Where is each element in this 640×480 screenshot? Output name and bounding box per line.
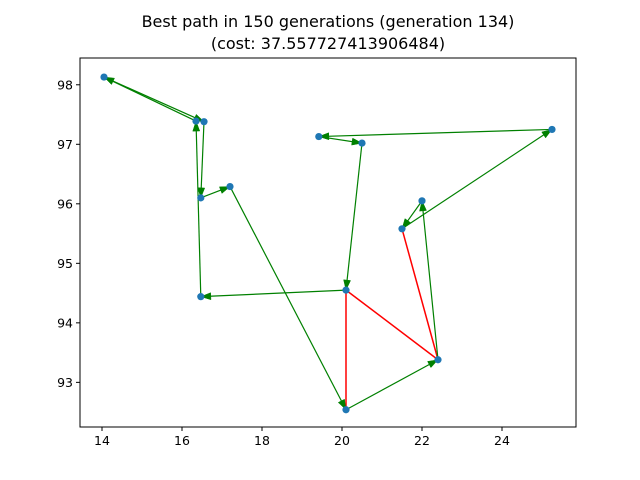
highlight-edge [401,228,439,360]
path-arrowhead [343,279,351,291]
x-tick-label: 16 [174,433,190,448]
data-point [226,182,234,191]
data-point [200,118,208,126]
x-tick-label: 24 [494,433,510,448]
path-edge [103,76,197,122]
y-tick-label: 95 [57,256,73,271]
path-edge [318,128,553,141]
y-tick-label: 93 [57,375,73,390]
data-points [100,73,556,414]
data-point [197,293,205,301]
path-edge [343,143,363,291]
path-edge [318,135,363,146]
path-edge [200,185,231,199]
path-edge [401,200,423,230]
x-tick-label: 14 [94,433,110,448]
data-point [342,286,350,294]
path-edge [419,200,439,360]
data-point [342,406,350,414]
path-edge [229,186,347,411]
path-edge [200,289,347,301]
y-tick-label: 96 [57,196,73,211]
chart-title-line2: (cost: 37.557727413906484) [211,34,445,53]
data-point [192,117,200,125]
data-point [418,197,426,205]
data-point [398,225,406,233]
path-edge [192,120,202,297]
data-point [197,194,205,202]
chart-title-line1: Best path in 150 generations (generation… [142,12,515,31]
path-arrowhead [200,292,212,301]
path-arrowhead [192,120,201,132]
highlight-edge [345,289,439,361]
data-point [100,73,108,81]
x-axis: 14 16 18 20 22 24 [94,427,510,448]
path-edges [103,76,553,411]
path-arrowhead [197,187,206,199]
y-tick-label: 94 [57,315,73,330]
path-edge [197,121,206,199]
data-point [434,356,442,364]
data-point [315,132,323,141]
x-tick-label: 20 [334,433,350,448]
plot-frame [79,57,577,428]
x-tick-label: 18 [254,433,270,448]
data-point [358,139,366,147]
data-point [548,125,556,134]
y-tick-label: 97 [57,137,73,152]
y-tick-label: 98 [57,77,73,92]
y-axis: 93 94 95 96 97 98 [57,77,80,390]
path-edge [345,359,439,411]
x-tick-label: 22 [414,433,430,448]
path-edge [401,128,553,230]
highlight-edges [345,228,439,410]
path-arrowhead [419,200,427,212]
